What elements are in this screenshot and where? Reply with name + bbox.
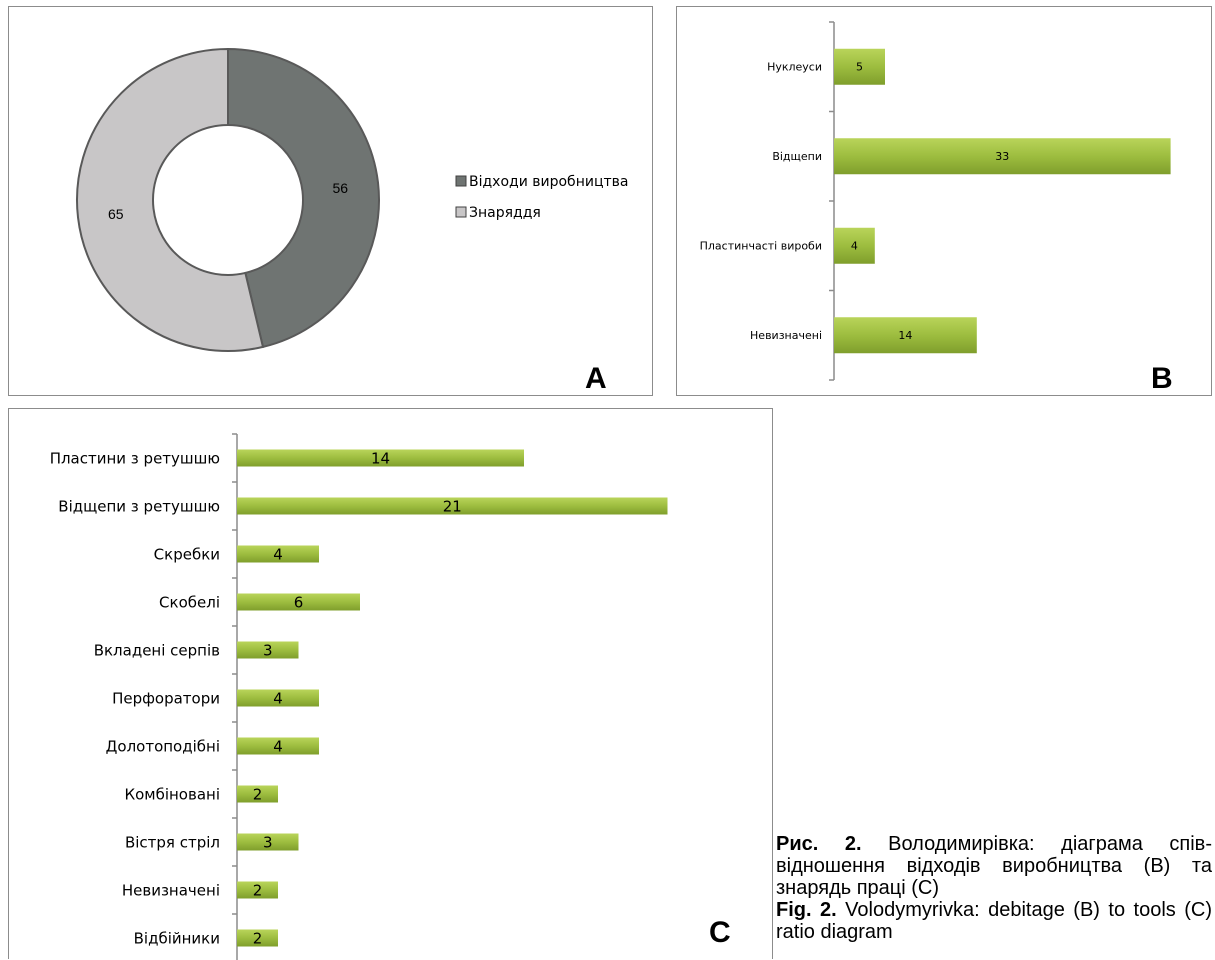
- chart-panel-c: Пластини з ретушшю Відщепи з ретушшю Скреб…: [8, 408, 773, 960]
- bar-value-label: 21: [443, 497, 462, 515]
- category-label: Комбіновані: [124, 785, 220, 803]
- bar-комбіновані: [237, 785, 278, 803]
- bar-value-label: 5: [856, 61, 863, 74]
- donut-chart: 56 65 Відходи виробництва Знаряддя A: [76, 47, 628, 395]
- bar-невизначені: [237, 881, 278, 899]
- category-label: Пластини з ретушшю: [50, 449, 220, 467]
- legend-label-0: Відходи виробництва: [469, 174, 628, 190]
- bar-value-label: 4: [273, 737, 283, 755]
- category-label: Вістря стріл: [125, 833, 220, 851]
- category-label: Відбійники: [134, 929, 220, 947]
- legend-swatch-1: [455, 206, 467, 218]
- bar-нуклеуси: [834, 48, 885, 85]
- caption-english: Fig. 2. Volodymyrivka: debitage (B) to t…: [776, 899, 1212, 943]
- bar-скобелі: [237, 593, 360, 611]
- bar-value-label: 2: [253, 881, 263, 899]
- category-label: Скобелі: [159, 593, 220, 611]
- bar-value-label: 4: [273, 545, 283, 563]
- legend-swatch-0: [455, 175, 467, 187]
- caption-en-label: Fig. 2.: [776, 899, 837, 921]
- bar-відщепи: [834, 138, 1171, 175]
- legend-label-1: Знаряддя: [469, 205, 541, 221]
- donut-value-label-0: 56: [332, 180, 348, 196]
- bar-chart-c: Пластини з ретушшю Відщепи з ретушшю Скреб…: [50, 433, 731, 960]
- panel-label-c: C: [709, 916, 731, 949]
- caption-ukrainian: Рис. 2. Володимирівка: діаграма спів­від…: [776, 833, 1212, 899]
- bar-value-label: 3: [263, 641, 273, 659]
- bar-value-label: 4: [851, 240, 858, 253]
- figure-caption: Рис. 2. Володимирівка: діаграма спів­від…: [776, 833, 1212, 943]
- category-label: Вкладені серпів: [94, 641, 220, 659]
- panel-label-b: B: [1151, 362, 1173, 395]
- category-label: Відщепи: [772, 150, 822, 163]
- bar-value-label: 14: [371, 449, 390, 467]
- bar-value-label: 4: [273, 689, 283, 707]
- bar-chart-b: Нуклеуси Відщепи Пластинчасті вироби Невизн…: [700, 21, 1173, 395]
- bar-перфоратори: [237, 689, 319, 707]
- bar-відбійники: [237, 929, 278, 947]
- caption-ua-label: Рис. 2.: [776, 833, 862, 855]
- chart-panel-a: 56 65 Відходи виробництва Знаряддя A: [8, 6, 653, 396]
- bar-відщепи-з-ретушшю: [237, 497, 668, 515]
- chart-panel-b: Нуклеуси Відщепи Пластинчасті вироби Невизн…: [676, 6, 1212, 396]
- bar-долотоподібні: [237, 737, 319, 755]
- bar-value-label: 33: [995, 150, 1009, 163]
- caption-ua-text: Володимирівка: діаграма спів­відношення …: [776, 833, 1212, 899]
- bar-value-label: 3: [263, 833, 273, 851]
- category-label: Долотоподібні: [106, 737, 220, 755]
- caption-en-text: Volodymyrivka: debitage (B) to tools (C)…: [776, 899, 1212, 943]
- bar-пластини-з-ретушшю: [237, 449, 524, 467]
- bar-невизначені: [834, 317, 977, 354]
- category-label: Невизначені: [750, 329, 822, 342]
- category-label: Скребки: [154, 545, 220, 563]
- category-label: Пластинчасті вироби: [700, 240, 822, 253]
- bar-value-label: 14: [898, 329, 912, 342]
- donut-value-label-1: 65: [108, 206, 124, 222]
- category-label: Перфоратори: [112, 689, 220, 707]
- category-label: Невизначені: [122, 881, 220, 899]
- bar-value-label: 2: [253, 929, 263, 947]
- category-label: Відщепи з ретушшю: [58, 497, 220, 515]
- bar-вістря-стріл: [237, 833, 299, 851]
- donut-slice-0: [227, 47, 380, 349]
- bar-пластинчасті-вироби: [834, 227, 875, 264]
- bar-вкладені-серпів: [237, 641, 299, 659]
- category-label: Нуклеуси: [767, 61, 822, 74]
- panel-label-a: A: [585, 362, 607, 395]
- bar-value-label: 2: [253, 785, 263, 803]
- donut-slice-1: [76, 47, 265, 352]
- bar-скребки: [237, 545, 319, 563]
- bar-value-label: 6: [294, 593, 304, 611]
